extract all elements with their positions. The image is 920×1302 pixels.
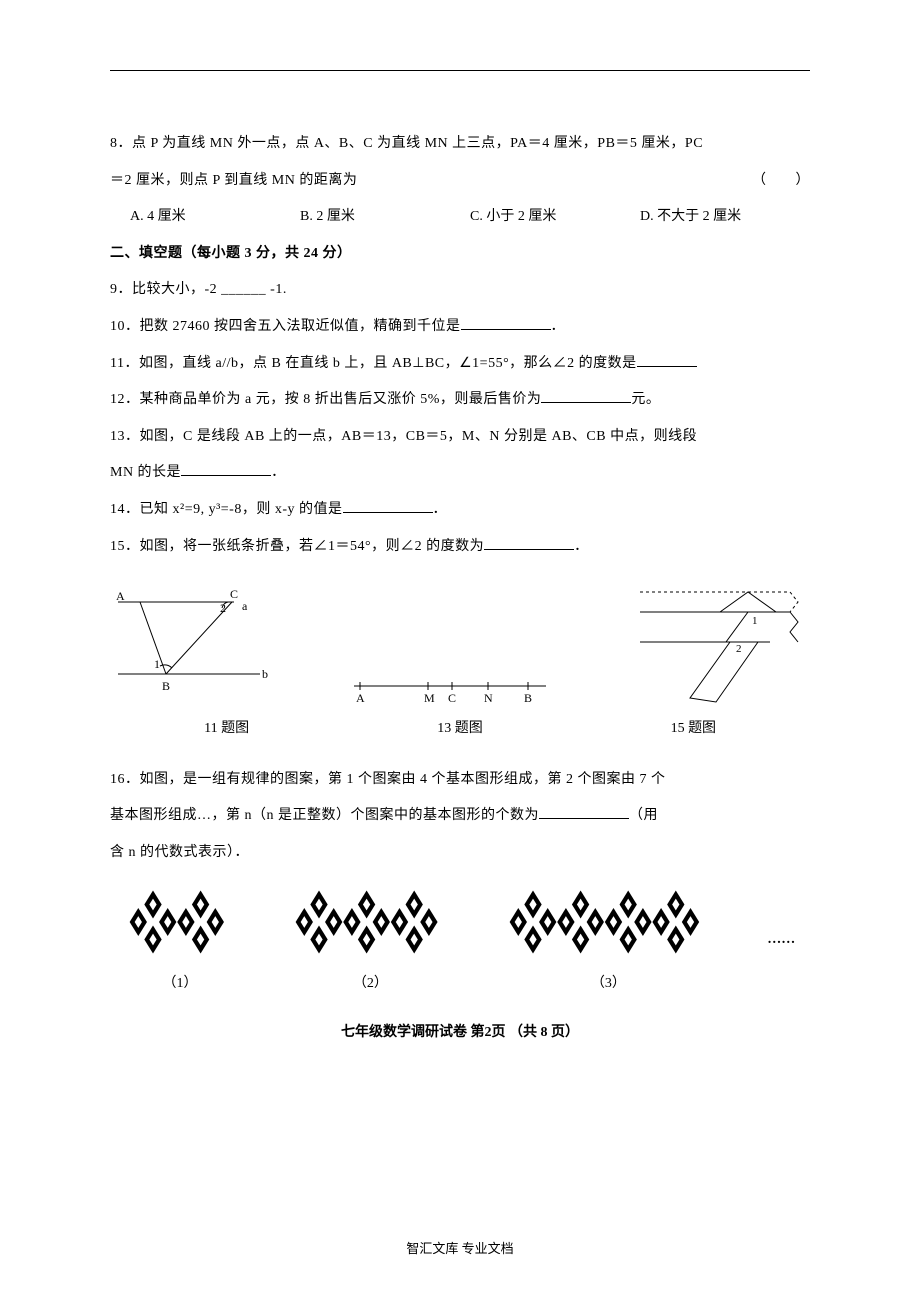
svg-text:2: 2 (220, 601, 226, 615)
svg-text:M: M (424, 691, 435, 705)
q8-optA: A. 4 厘米 (130, 204, 300, 231)
q14-num: 14． (110, 502, 140, 517)
q8-optC: C. 小于 2 厘米 (470, 204, 640, 231)
q12-num: 12． (110, 392, 140, 407)
q14: 14．已知 x²=9, y³=-8，则 x-y 的值是 ． (110, 497, 810, 524)
q14-period: ． (433, 502, 448, 517)
pattern2-label: （2） (291, 971, 449, 998)
q16-text3: 含 n 的代数式表示）． (110, 845, 249, 860)
q15-period: ． (574, 539, 589, 554)
pattern1-svg (125, 883, 236, 961)
pattern-1: （1） (125, 883, 236, 998)
q12-text: 某种商品单价为 a 元，按 8 折出售后又涨价 5%，则最后售价为 (140, 392, 542, 407)
q8-line1: 8．点 P 为直线 MN 外一点，点 A、B、C 为直线 MN 上三点，PA＝4… (110, 131, 810, 158)
q13-line2: MN 的长是 ． (110, 460, 810, 487)
pattern1-label: （1） (125, 971, 236, 998)
q8-optD: D. 不大于 2 厘米 (640, 204, 810, 231)
q8-paren: （ ） (752, 168, 810, 195)
figcap-11: 11 题图 (110, 716, 343, 743)
q10-text: 把数 27460 按四舍五入法取近似值，精确到千位是 (140, 319, 461, 334)
q9-text: 比较大小，-2 ______ -1. (132, 282, 287, 297)
svg-text:2: 2 (736, 643, 742, 655)
q8-options: A. 4 厘米 B. 2 厘米 C. 小于 2 厘米 D. 不大于 2 厘米 (130, 204, 810, 231)
svg-text:C: C (230, 588, 238, 601)
section2-heading: 二、填空题（每小题 3 分，共 24 分） (110, 241, 810, 268)
svg-text:b: b (262, 667, 268, 681)
q14-text: 已知 x²=9, y³=-8，则 x-y 的值是 (140, 502, 343, 517)
pattern-ellipsis: …… (767, 927, 795, 954)
fig11-svg: A Ca b B1 2 (110, 588, 280, 708)
svg-text:A: A (356, 691, 365, 705)
q8-optB: B. 2 厘米 (300, 204, 470, 231)
q14-blank (343, 498, 433, 513)
q13-num: 13． (110, 429, 140, 444)
figcap-13: 13 题图 (343, 716, 576, 743)
svg-text:C: C (448, 691, 456, 705)
figcap-15: 15 题图 (577, 716, 810, 743)
svg-text:A: A (116, 589, 125, 603)
q11-text: 如图，直线 a//b，点 B 在直线 b 上，且 AB⊥BC，∠1=55°，那么… (139, 356, 637, 371)
q16-text2: 基本图形组成…，第 n（n 是正整数）个图案中的基本图形的个数为 (110, 808, 539, 823)
q8-line2: ＝2 厘米，则点 P 到直线 MN 的距离为 （ ） (110, 168, 810, 195)
q15-text: 如图，将一张纸条折叠，若∠1＝54°，则∠2 的度数为 (140, 539, 485, 554)
q16-num: 16． (110, 772, 140, 787)
q8-text1: 点 P 为直线 MN 外一点，点 A、B、C 为直线 MN 上三点，PA＝4 厘… (132, 136, 703, 151)
top-rule (110, 70, 810, 71)
q10-num: 10． (110, 319, 140, 334)
figure-row: ACabB12 AMCNB 12 (110, 578, 810, 708)
page-number: 七年级数学调研试卷 第2页 （共 8 页） (110, 1020, 810, 1047)
q13-period: ． (271, 465, 286, 480)
svg-text:1: 1 (154, 657, 160, 671)
q9-num: 9． (110, 282, 132, 297)
q15: 15．如图，将一张纸条折叠，若∠1＝54°，则∠2 的度数为 ． (110, 534, 810, 561)
q13-text2: MN 的长是 (110, 465, 181, 480)
svg-text:a: a (242, 599, 248, 613)
q9: 9．比较大小，-2 ______ -1. (110, 277, 810, 304)
q11-blank (637, 352, 697, 367)
svg-text:B: B (524, 691, 532, 705)
pattern3-svg (505, 883, 711, 961)
svg-text:B: B (162, 679, 170, 693)
footer-brand: 智汇文库 专业文档 (0, 1237, 920, 1262)
fig13-svg: A MC N B (350, 668, 550, 708)
pattern-row: （1） （2） （3） …… (110, 883, 810, 998)
fig15-svg: 12 (620, 578, 810, 708)
q13-line1: 13．如图，C 是线段 AB 上的一点，AB＝13，CB＝5，M、N 分别是 A… (110, 424, 810, 451)
q10-period: ． (551, 319, 566, 334)
q15-blank (484, 535, 574, 550)
q11-num: 11． (110, 356, 139, 371)
q16-text1: 如图，是一组有规律的图案，第 1 个图案由 4 个基本图形组成，第 2 个图案由… (140, 772, 666, 787)
q11: 11．如图，直线 a//b，点 B 在直线 b 上，且 AB⊥BC，∠1=55°… (110, 351, 810, 378)
q15-num: 15． (110, 539, 140, 554)
q13-blank (181, 461, 271, 476)
q8-num: 8． (110, 136, 132, 151)
q10-blank (461, 315, 551, 330)
q13-text: 如图，C 是线段 AB 上的一点，AB＝13，CB＝5，M、N 分别是 AB、C… (140, 429, 698, 444)
q16-line1: 16．如图，是一组有规律的图案，第 1 个图案由 4 个基本图形组成，第 2 个… (110, 767, 810, 794)
pattern-2: （2） (291, 883, 449, 998)
q16-tail: （用 (629, 808, 658, 823)
svg-text:1: 1 (752, 615, 758, 627)
q8-text2: ＝2 厘米，则点 P 到直线 MN 的距离为 (110, 173, 357, 188)
q16-line2: 基本图形组成…，第 n（n 是正整数）个图案中的基本图形的个数为 （用 (110, 803, 810, 830)
q12: 12．某种商品单价为 a 元，按 8 折出售后又涨价 5%，则最后售价为 元。 (110, 387, 810, 414)
q16-blank (539, 804, 629, 819)
q10: 10．把数 27460 按四舍五入法取近似值，精确到千位是 ． (110, 314, 810, 341)
pattern2-svg (291, 883, 449, 961)
svg-text:N: N (484, 691, 493, 705)
pattern3-label: （3） (505, 971, 711, 998)
q16-line3: 含 n 的代数式表示）． (110, 840, 810, 867)
figcap-row: 11 题图 13 题图 15 题图 (110, 716, 810, 743)
q12-blank (541, 388, 631, 403)
pattern-3: （3） (505, 883, 711, 998)
q12-tail: 元。 (631, 392, 660, 407)
